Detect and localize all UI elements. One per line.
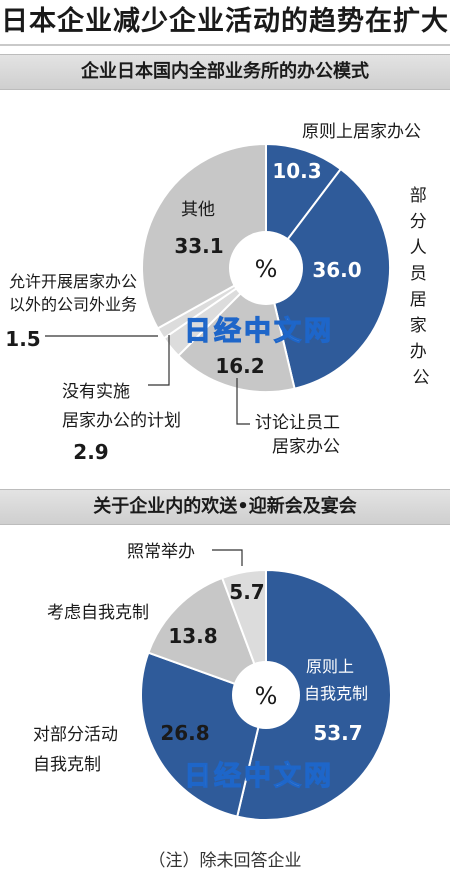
- pie1-label-s1-char: 公: [413, 368, 430, 388]
- pie2-label-s1: 对部分活动 自我克制: [33, 725, 123, 775]
- pie1-slice-1: [264, 167, 391, 390]
- pie2-value-s0: 53.7: [313, 721, 362, 745]
- pie1-label-s2: 讨论让员工 居家办公: [255, 413, 345, 457]
- pie1-label-s1-char: 人: [410, 238, 427, 258]
- pie1-label-s4: 允许开展居家办公 以外的公司外业务: [9, 272, 142, 314]
- pie1-label-s1-char: 居: [410, 290, 427, 310]
- watermark: 日经中文网: [184, 315, 334, 347]
- footnote: （注）除未回答企业: [148, 851, 302, 871]
- pie2-slice-0: [235, 568, 392, 821]
- pie1-label-s1-char: 分: [410, 212, 427, 232]
- pie1-label-s1-char: 办: [410, 342, 427, 362]
- pie1-value-s2: 16.2: [215, 354, 264, 378]
- pie1-value-s3: 2.9: [73, 440, 108, 464]
- pie1-label-s0: 原则上居家办公: [302, 122, 421, 142]
- pie2-center-label: %: [255, 682, 278, 710]
- pie1-label-s1: 部 分 人 员 居 家 办 公: [410, 186, 432, 388]
- pie1-label-s1-char: 家: [410, 316, 427, 336]
- pie1-label-s5: 其他: [181, 200, 215, 220]
- pie1-label-s3: 没有实施 居家办公的计划: [62, 382, 181, 431]
- pie1-value-s0: 10.3: [272, 159, 321, 183]
- page-title: 日本企业减少企业活动的趋势在扩大: [0, 0, 450, 46]
- pie1-center-label: %: [255, 255, 278, 283]
- pie1-value-s5: 33.1: [174, 234, 223, 258]
- pie1-center-hole: [229, 231, 303, 305]
- pie1-leader-s2: [236, 378, 250, 425]
- pie2-label-s3: 照常举办: [127, 542, 195, 562]
- pie2-value-s1: 26.8: [160, 721, 209, 745]
- pie2-label-s0: 原则上 自我克制: [304, 657, 368, 703]
- chart1-title: 企业日本国内全部业务所的办公模式: [0, 54, 450, 90]
- pie2-value-s2: 13.8: [168, 624, 217, 648]
- pie1-label-s1-char: 部: [410, 186, 427, 206]
- pie1-value-s1: 36.0: [312, 258, 361, 282]
- pie2-center-hole: [232, 661, 300, 729]
- pie2-leader-s3: [212, 549, 243, 566]
- watermark: 日经中文网: [184, 760, 334, 792]
- chart2-title: 关于企业内的欢送•迎新会及宴会: [0, 489, 450, 525]
- pie1-label-s1-char: 员: [410, 264, 427, 284]
- pie1-value-s4: 1.5: [5, 327, 40, 351]
- pie1-leader-s3: [148, 335, 170, 386]
- pie2-slice-2: [147, 576, 268, 697]
- pie2-label-s2: 考虑自我克制: [47, 603, 149, 623]
- pie2-value-s3: 5.7: [229, 580, 264, 604]
